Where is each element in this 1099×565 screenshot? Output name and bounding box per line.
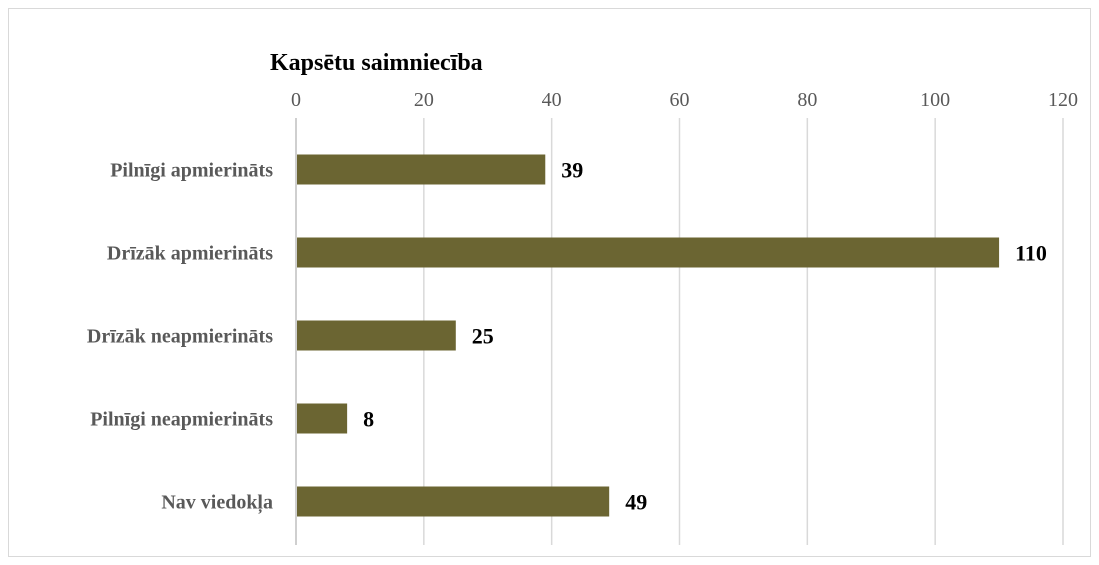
bar [297,486,610,517]
x-tick-label: 0 [291,89,301,111]
category-label: Drīzāk apmierināts [107,243,273,265]
bar [297,237,1000,268]
bar [297,320,456,351]
category-labels: Pilnīgi apmierināts Drīzāk apmierināts Drī… [87,160,273,515]
value-labels: 39 110 25 8 49 [363,158,1047,515]
x-tick-label: 100 [920,89,950,111]
chart-title: Kapsētu saimniecība [270,50,483,76]
category-label: Drīzāk neapmierināts [87,326,273,348]
x-tick-label: 120 [1048,89,1078,111]
bar [297,403,348,434]
data-label: 49 [625,490,647,515]
data-label: 8 [363,407,374,432]
category-label: Pilnīgi apmierināts [110,160,273,182]
x-tick-label: 20 [414,89,434,111]
category-label: Pilnīgi neapmierināts [90,409,273,431]
bars [297,154,1000,517]
x-axis-ticks: 0 20 40 60 80 100 120 [291,89,1078,111]
x-tick-label: 80 [797,89,817,111]
data-label: 110 [1015,241,1047,266]
category-label: Nav viedokļa [161,492,273,515]
x-tick-label: 40 [542,89,562,111]
gridlines [295,118,1064,545]
data-label: 39 [561,158,583,183]
chart-frame [8,8,1091,557]
x-tick-label: 60 [670,89,690,111]
data-label: 25 [472,324,494,349]
bar [297,154,546,185]
